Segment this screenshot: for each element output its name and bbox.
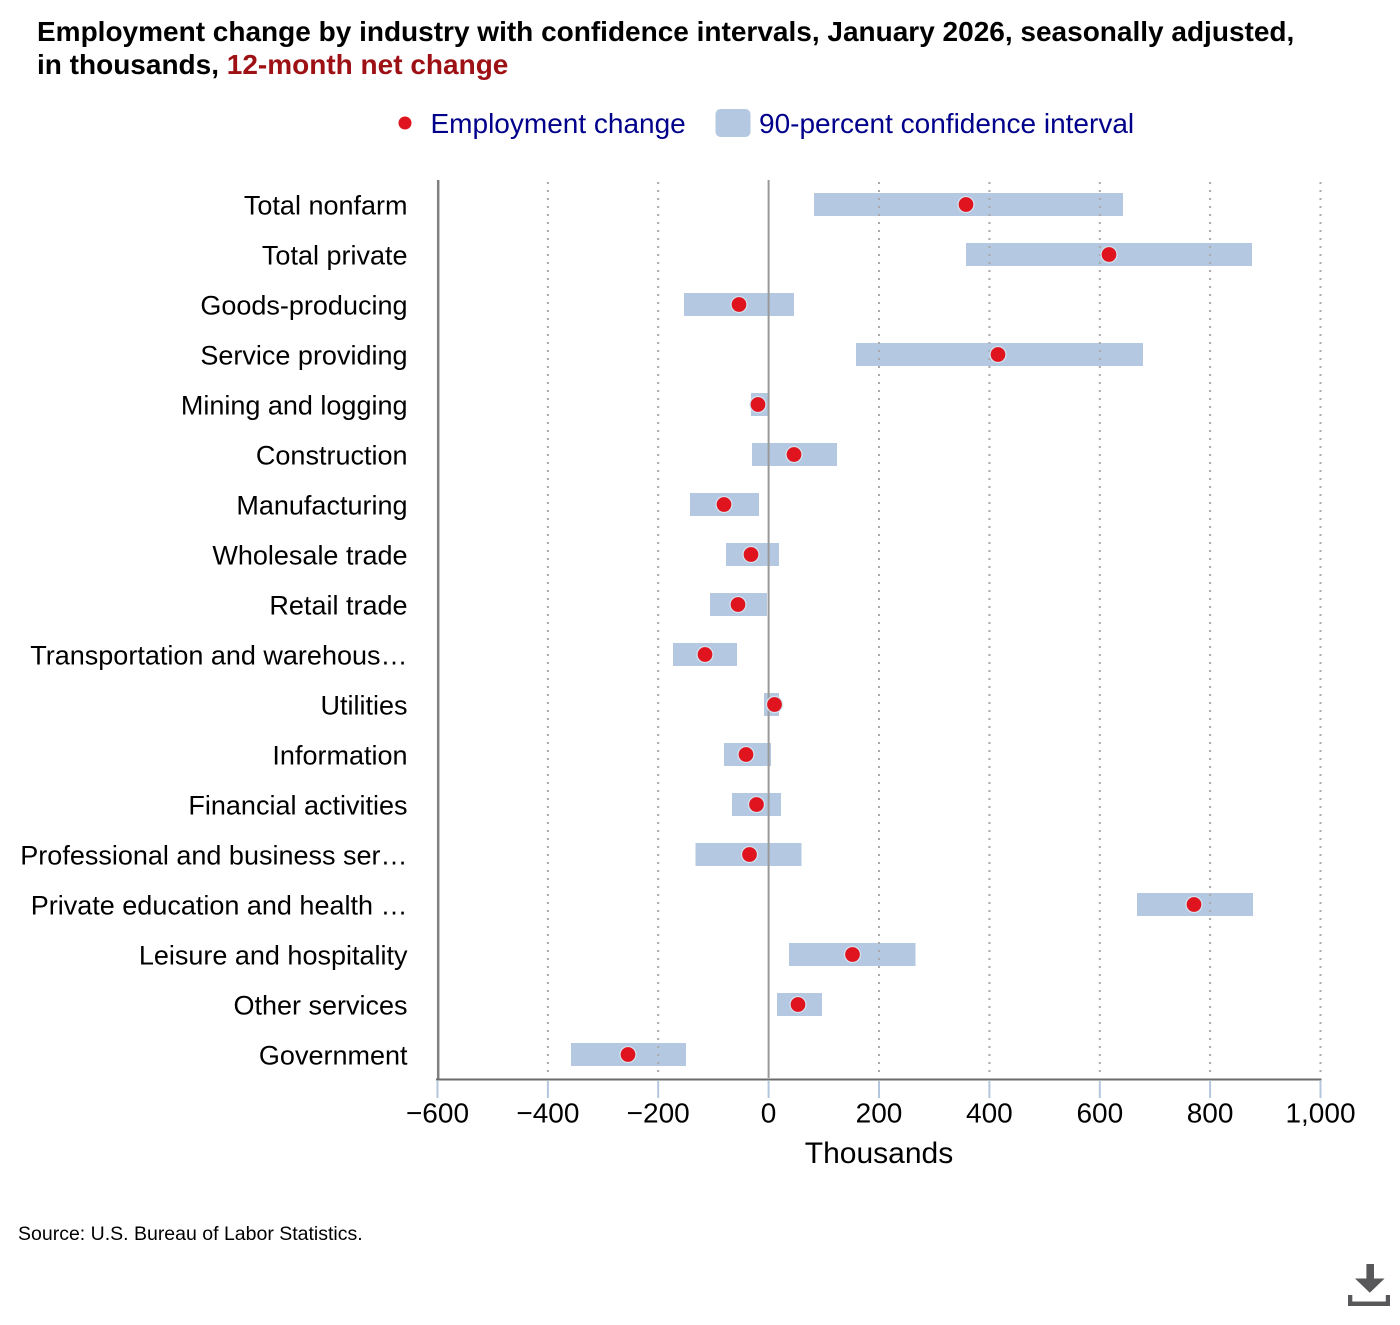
svg-text:Goods-producing: Goods-producing	[200, 291, 407, 321]
svg-text:Government: Government	[259, 1041, 408, 1071]
svg-text:Thousands: Thousands	[805, 1137, 953, 1170]
svg-text:1,000: 1,000	[1285, 1098, 1355, 1129]
svg-text:Employment change by industry: Employment change by industry with confi…	[37, 16, 1294, 47]
svg-text:600: 600	[1076, 1098, 1123, 1129]
svg-text:Total private: Total private	[262, 241, 408, 271]
svg-text:Financial activities: Financial activities	[188, 791, 407, 821]
svg-text:−600: −600	[406, 1098, 469, 1129]
svg-text:Total nonfarm: Total nonfarm	[244, 191, 408, 221]
svg-text:90-percent confidence interval: 90-percent confidence interval	[759, 108, 1134, 139]
svg-text:Private education and health …: Private education and health …	[31, 891, 408, 921]
svg-text:in thousands, 12-month net cha: in thousands, 12-month net change	[37, 49, 508, 80]
svg-text:Wholesale trade: Wholesale trade	[212, 541, 407, 571]
svg-text:Manufacturing: Manufacturing	[236, 491, 407, 521]
svg-text:Source: U.S. Bureau of Labor S: Source: U.S. Bureau of Labor Statistics.	[18, 1223, 363, 1245]
svg-text:200: 200	[856, 1098, 903, 1129]
svg-text:Leisure and hospitality: Leisure and hospitality	[139, 941, 408, 971]
svg-text:Mining and logging: Mining and logging	[181, 391, 408, 421]
svg-text:Professional and business ser…: Professional and business ser…	[20, 841, 407, 871]
svg-text:Service providing: Service providing	[200, 341, 407, 371]
svg-text:Construction: Construction	[256, 441, 408, 471]
svg-text:Information: Information	[272, 741, 407, 771]
svg-text:Transportation and warehous…: Transportation and warehous…	[30, 641, 407, 671]
svg-text:−200: −200	[627, 1098, 690, 1129]
svg-text:Other services: Other services	[233, 991, 407, 1021]
svg-text:0: 0	[761, 1098, 777, 1129]
svg-text:Utilities: Utilities	[320, 691, 407, 721]
svg-text:400: 400	[966, 1098, 1013, 1129]
svg-text:800: 800	[1187, 1098, 1234, 1129]
svg-text:Employment change: Employment change	[431, 108, 686, 139]
svg-text:−400: −400	[516, 1098, 579, 1129]
svg-text:Retail trade: Retail trade	[269, 591, 407, 621]
